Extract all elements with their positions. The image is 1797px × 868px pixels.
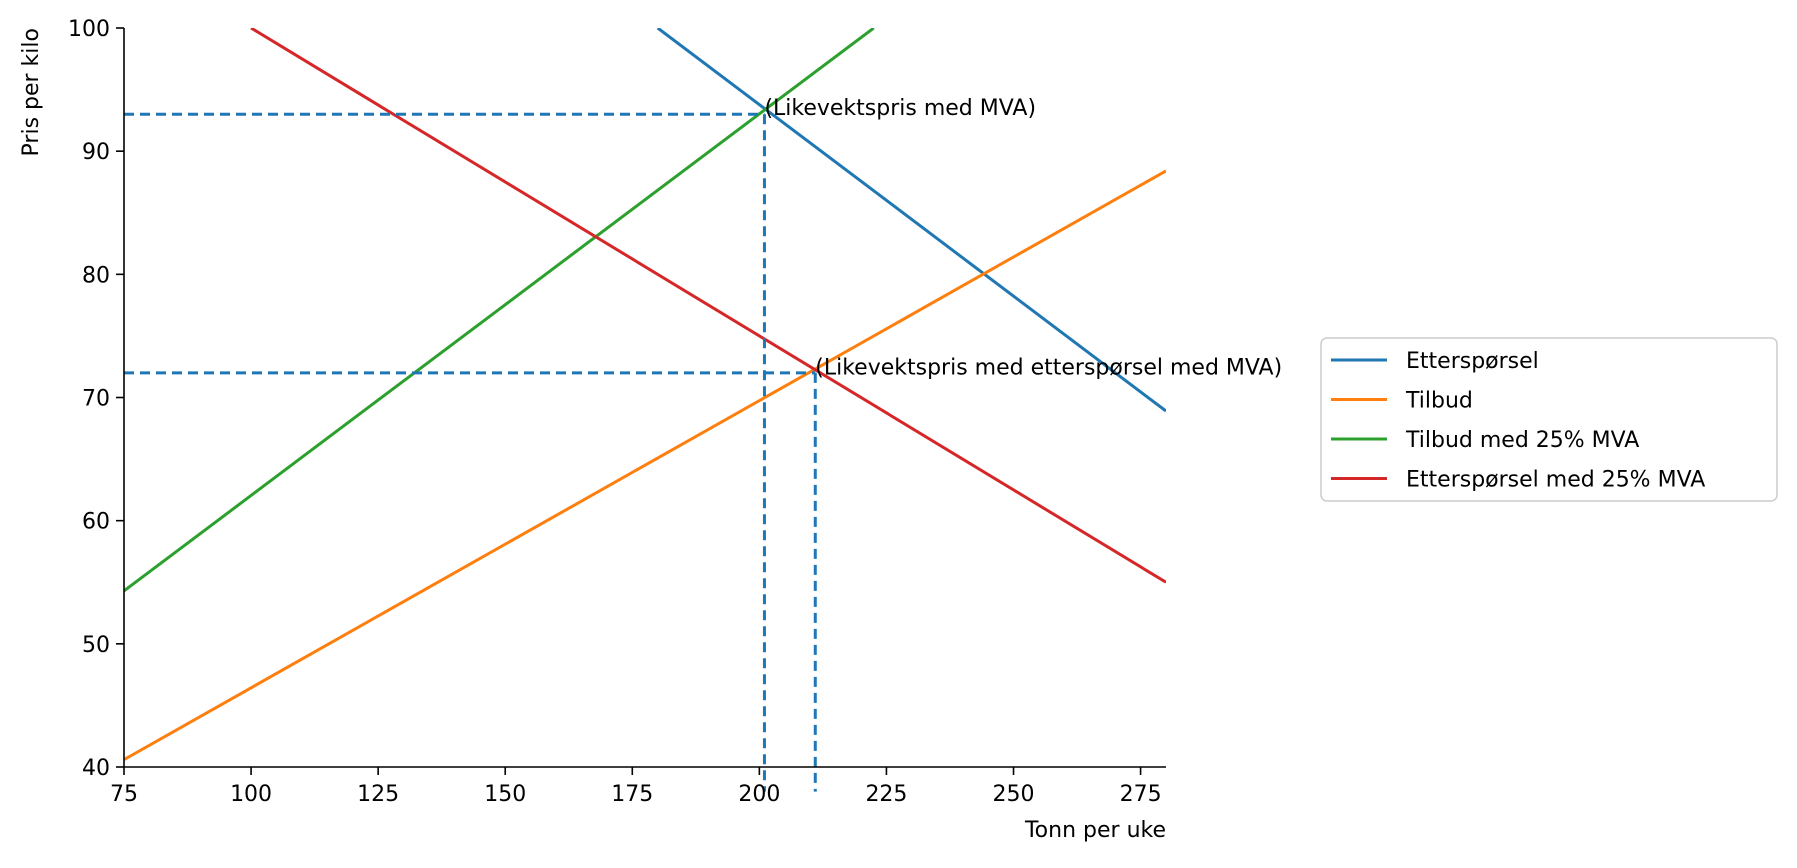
y-tick-label: 100 — [68, 17, 110, 42]
legend-label: Etterspørsel — [1406, 349, 1539, 374]
x-tick-label: 175 — [611, 782, 653, 807]
series-line-4 — [250, 28, 1166, 584]
legend-item: Tilbud — [1331, 389, 1473, 414]
y-tick-label: 50 — [82, 633, 110, 658]
x-tick-label: 100 — [230, 782, 272, 807]
y-tick-label: 60 — [82, 510, 110, 535]
annotation-label: (Likevektspris med MVA) — [764, 96, 1036, 121]
y-axis-label: Pris per kilo — [19, 28, 44, 156]
x-tick-label: 250 — [993, 782, 1035, 807]
series-line-3 — [124, 28, 875, 593]
legend-label: Tilbud med 25% MVA — [1405, 428, 1639, 453]
annotations: (Likevektspris med MVA) (Likevektspris me… — [764, 96, 1282, 381]
y-tick-label: 90 — [82, 140, 110, 165]
y-tick-label: 70 — [82, 387, 110, 412]
legend-item: Etterspørsel med 25% MVA — [1331, 468, 1705, 493]
annotation-label: (Likevektspris med etterspørsel med MVA) — [815, 356, 1282, 381]
legend-item: Etterspørsel — [1331, 349, 1539, 374]
y-tick-label: 80 — [82, 263, 110, 288]
legend-item: Tilbud med 25% MVA — [1331, 428, 1639, 453]
series-line-1 — [656, 28, 1166, 413]
series-line-2 — [124, 169, 1166, 761]
x-axis-label: Tonn per uke — [1024, 818, 1166, 843]
legend: Etterspørsel Tilbud Tilbud med 25% MVA Ette… — [1320, 337, 1778, 502]
x-tick-label: 200 — [738, 782, 780, 807]
legend-label: Tilbud — [1405, 389, 1473, 414]
axes: 75 100 125 150 175 200 225 250 275 40 50 60 70 80 90 10… — [19, 17, 1166, 843]
plot-lines — [124, 28, 1166, 792]
x-tick-label: 275 — [1120, 782, 1162, 807]
x-tick-label: 125 — [357, 782, 399, 807]
legend-box — [1320, 337, 1778, 502]
x-tick-label: 150 — [484, 782, 526, 807]
legend-label: Etterspørsel med 25% MVA — [1406, 468, 1705, 493]
x-tick-label: 225 — [865, 782, 907, 807]
x-tick-label: 75 — [110, 782, 138, 807]
y-tick-label: 40 — [82, 756, 110, 781]
